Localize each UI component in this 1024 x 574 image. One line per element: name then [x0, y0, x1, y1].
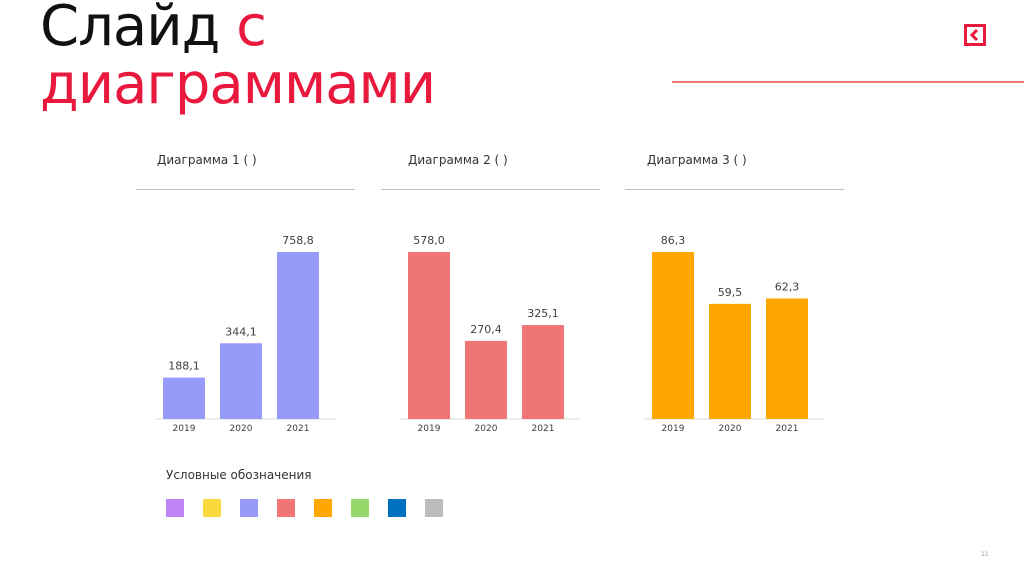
chart-1-rule — [136, 189, 355, 190]
bar-2019 — [163, 377, 205, 419]
data-label: 325,1 — [527, 307, 559, 320]
bar-2021 — [522, 325, 564, 419]
bar-2021 — [277, 252, 319, 419]
legend-swatch[interactable] — [240, 499, 258, 517]
chart-3-title: Диаграмма 3 ( ) — [647, 153, 747, 167]
legend-swatch[interactable] — [425, 499, 443, 517]
x-tick-label: 2020 — [719, 424, 742, 434]
legend-swatch[interactable] — [277, 499, 295, 517]
legend-swatch[interactable] — [166, 499, 184, 517]
legend-swatch[interactable] — [203, 499, 221, 517]
x-tick-label: 2021 — [287, 424, 310, 434]
x-tick-label: 2021 — [532, 424, 555, 434]
x-tick-label: 2021 — [776, 424, 799, 434]
back-arrow-icon — [964, 24, 986, 46]
x-tick-label: 2019 — [418, 424, 441, 434]
title-part2: с — [236, 0, 267, 59]
header-divider — [672, 81, 1024, 83]
back-button[interactable] — [964, 24, 986, 46]
chart-3-rule — [625, 189, 844, 190]
x-tick-label: 2019 — [662, 424, 685, 434]
x-tick-label: 2020 — [475, 424, 498, 434]
legend-title: Условные обозначения — [166, 468, 312, 482]
data-label: 59,5 — [718, 286, 743, 299]
chart-3: 86,3 2019 59,5 2020 62,3 2021 — [644, 234, 824, 434]
data-label: 758,8 — [282, 234, 314, 247]
bar-2020 — [465, 340, 507, 419]
legend-swatch[interactable] — [314, 499, 332, 517]
chart-2-rule — [381, 189, 600, 190]
chart-2: 578,0 2019 270,4 2020 325,1 2021 — [400, 234, 580, 434]
data-label: 62,3 — [775, 280, 800, 293]
title-part1: Слайд — [40, 0, 220, 59]
bar-2019 — [652, 252, 694, 419]
title-line2: диаграммами — [40, 52, 436, 117]
slide-title: Слайд с диаграммами — [40, 0, 436, 117]
bar-2020 — [709, 303, 751, 419]
data-label: 86,3 — [661, 234, 686, 247]
x-tick-label: 2020 — [230, 424, 253, 434]
bar-2019 — [408, 252, 450, 419]
data-label: 270,4 — [470, 323, 502, 336]
chart-1: 188,1 2019 344,1 2020 758,8 2021 — [155, 234, 335, 434]
bar-2021 — [766, 298, 808, 419]
data-label: 344,1 — [225, 325, 257, 338]
bar-2020 — [220, 343, 262, 419]
data-label: 188,1 — [168, 360, 200, 373]
chart-2-title: Диаграмма 2 ( ) — [408, 153, 508, 167]
page-number: 11 — [981, 551, 989, 558]
legend-swatch[interactable] — [388, 499, 406, 517]
data-label: 578,0 — [413, 234, 445, 247]
chart-1-title: Диаграмма 1 ( ) — [157, 153, 257, 167]
x-tick-label: 2019 — [173, 424, 196, 434]
legend-swatch[interactable] — [351, 499, 369, 517]
